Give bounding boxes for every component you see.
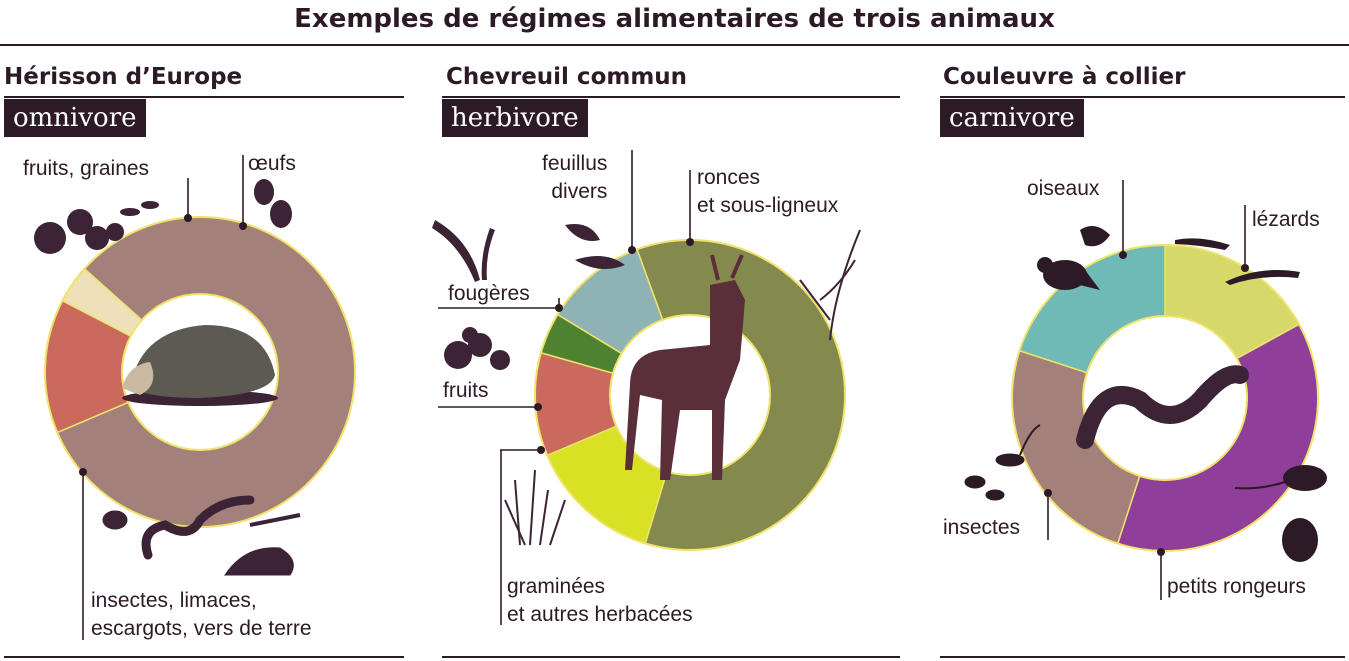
- panel-title-herisson: Hérisson d’Europe: [4, 64, 243, 90]
- label-insectes-herisson: insectes, limaces, escargots, vers de te…: [91, 589, 312, 640]
- label-oeufs: œufs: [248, 152, 296, 175]
- regime-badge-herisson: omnivore: [4, 99, 146, 137]
- hedgehog-icon: [122, 325, 278, 406]
- label-rongeurs: petits rongeurs: [1167, 575, 1306, 598]
- dot-fruits-chevreuil: [534, 403, 542, 411]
- fruits-seeds-icon: [34, 201, 159, 254]
- bramble-icon: [799, 229, 861, 341]
- panel-rule-chevreuil: [442, 96, 900, 98]
- bottom-rule-chevreuil: [442, 656, 900, 658]
- label-fruits-chevreuil: fruits: [443, 379, 489, 402]
- bird-icon: [1037, 226, 1110, 290]
- dot-fougeres: [555, 304, 563, 312]
- label-oiseaux: oiseaux: [1027, 177, 1100, 200]
- leader-graminees: [500, 449, 541, 625]
- dot-ronces: [686, 238, 694, 246]
- grass-icon: [504, 469, 566, 546]
- panel-title-chevreuil: Chevreuil commun: [446, 64, 688, 90]
- dot-insectes-couleuvre: [1044, 489, 1052, 497]
- panel-rule-herisson: [4, 96, 404, 98]
- fruits-icon: [444, 327, 510, 370]
- eggs-icon: [254, 179, 292, 228]
- invertebrates-icon: [102, 495, 301, 576]
- dot-lezards: [1241, 264, 1249, 272]
- bottom-rule-herisson: [4, 656, 404, 658]
- label-fougeres: fougères: [448, 282, 530, 305]
- regime-badge-chevreuil: herbivore: [442, 99, 588, 137]
- fern-icon: [432, 220, 495, 282]
- page-title: Exemples de régimes alimentaires de troi…: [294, 4, 1055, 34]
- bottom-rule-couleuvre: [940, 656, 1345, 658]
- rodent-icon: [1234, 465, 1327, 562]
- deer-icon: [625, 254, 745, 480]
- dot-feuillus: [628, 246, 636, 254]
- regime-badge-couleuvre: carnivore: [940, 99, 1084, 137]
- label-fruits-graines: fruits, graines: [23, 157, 150, 180]
- dot-oiseaux: [1119, 251, 1127, 259]
- panel-title-couleuvre: Couleuvre à collier: [943, 64, 1186, 90]
- title-rule: [0, 44, 1349, 46]
- donut-couleuvre: [1011, 244, 1319, 552]
- leader-dots: [79, 214, 1249, 556]
- label-graminees: graminées et autres herbacées: [507, 575, 693, 626]
- donut-outline: [1011, 244, 1319, 552]
- leaves-icon: [565, 224, 625, 269]
- label-insectes-couleuvre: insectes: [943, 516, 1021, 539]
- insects-icon: [964, 424, 1041, 501]
- dot-rongeurs: [1157, 548, 1165, 556]
- lizard-icon: [1175, 238, 1300, 285]
- panel-rule-couleuvre: [940, 96, 1345, 98]
- dot-oeufs: [239, 222, 247, 230]
- label-feuillus: feuillus divers: [542, 152, 608, 203]
- label-lezards: lézards: [1252, 208, 1320, 231]
- donut-hole: [1082, 315, 1248, 481]
- label-ronces: ronces et sous-ligneux: [697, 166, 839, 217]
- snake-icon: [1076, 365, 1249, 449]
- dot-fruits-graines: [184, 214, 192, 222]
- dot-graminees: [537, 446, 545, 454]
- dot-insectes-herisson: [79, 468, 87, 476]
